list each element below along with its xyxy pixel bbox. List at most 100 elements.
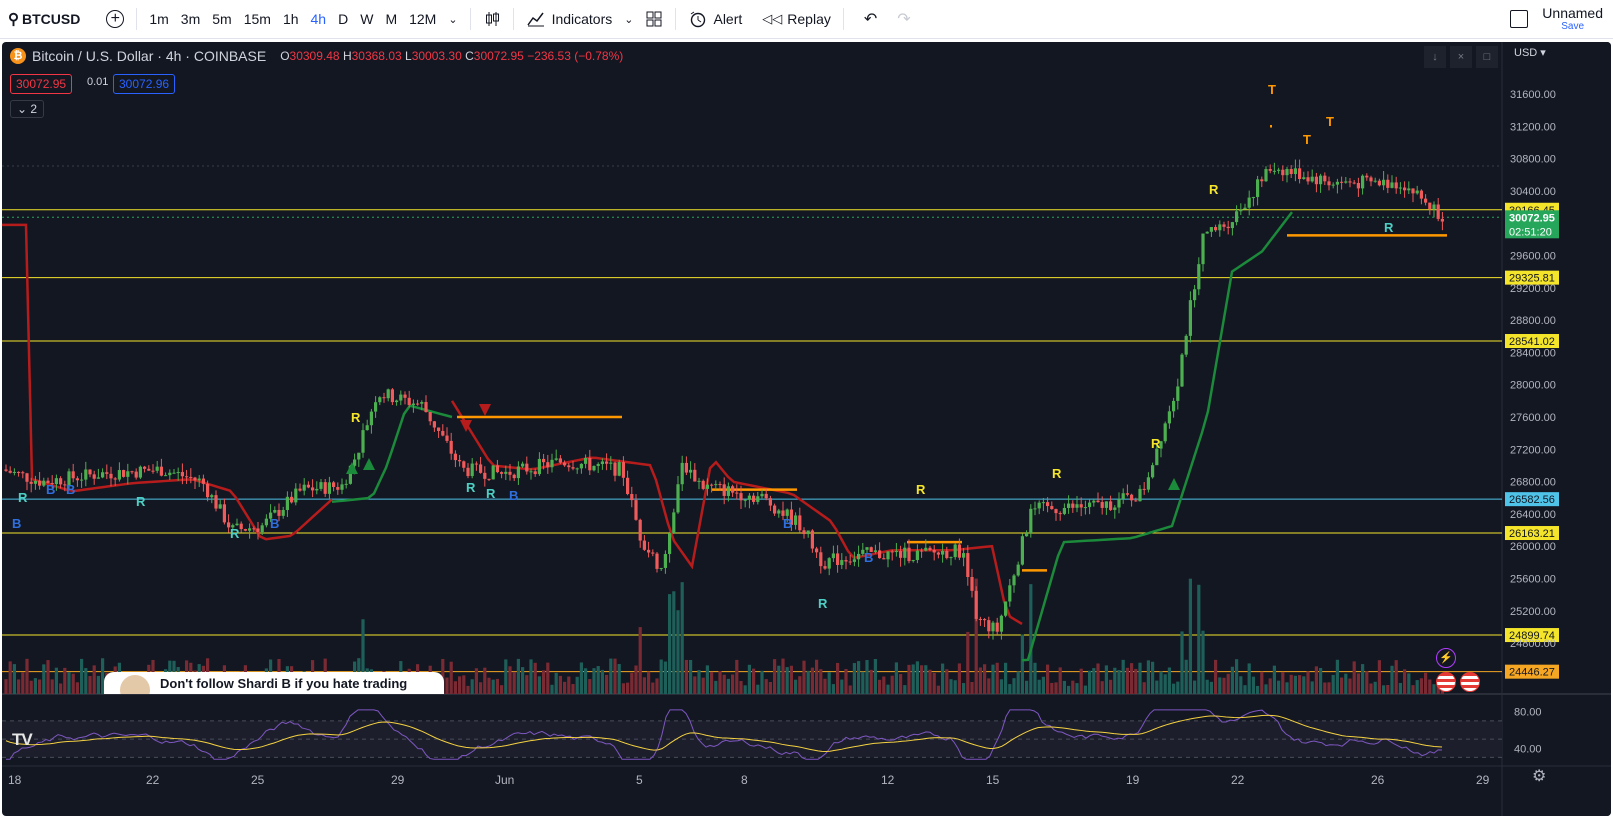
candle-body [361,430,365,453]
tradingview-logo[interactable]: TV [12,730,33,749]
volume-bar [773,659,777,694]
toolbar-separator [675,8,677,30]
interval-3m[interactable]: 3m [180,11,201,27]
candle-body [252,528,256,530]
candle-body [752,495,756,502]
candle-body [344,483,348,485]
candle-body [92,474,96,479]
layout-button[interactable]: Unnamed Save [1504,0,1613,38]
candle-body [12,471,16,473]
legend-collapse-button[interactable]: ⌄ 2 [10,100,45,118]
volume-bar [50,679,54,694]
interval-M[interactable]: M [385,11,398,27]
candle-body [1382,179,1386,186]
candles-icon [485,12,499,26]
interval-1h[interactable]: 1h [282,11,299,27]
candle-body [903,547,907,558]
rewind-icon: ◁◁ [762,11,783,26]
arrow-down-icon[interactable]: ↓ [1424,46,1446,68]
price-axis-bg [1502,42,1611,816]
volume-bar [588,679,592,694]
chart-pane[interactable]: 30166.4529325.8128541.0226582.5626163.21… [2,42,1611,816]
volume-bar [462,675,466,694]
candle-body [966,553,970,578]
signal-marker: R [916,482,926,497]
interval-12M[interactable]: 12M [409,11,437,27]
bitcoin-logo-icon: ₿ [10,48,26,64]
templates-button[interactable] [639,0,669,38]
candle-body [558,458,562,463]
level-price-tag [1505,526,1559,541]
currency-selector[interactable]: USD ▾ [1514,46,1546,59]
volume-bar [714,680,718,694]
us-flag-icon[interactable] [1436,672,1456,692]
interval-5m[interactable]: 5m [212,11,232,27]
interval-15m[interactable]: 15m [243,11,271,27]
time-axis-label: 18 [8,773,22,787]
undo-button[interactable]: ↶ [858,0,883,38]
price-tick-label: 24800.00 [1510,638,1556,650]
candle-body [29,481,33,484]
promo-banner[interactable]: Don't follow Shardi B if you hate tradin… [104,672,444,694]
price-tick-label: 25600.00 [1510,574,1556,586]
collapse-icon[interactable]: × [1450,46,1472,68]
candle-body [693,469,697,482]
signal-marker: R [351,410,361,425]
volume-bar [84,668,88,694]
volume-bar [630,672,634,694]
candle-body [1411,188,1415,194]
candle-body [680,462,684,485]
volume-bar [894,662,898,694]
time-axis-label: 29 [1476,773,1490,787]
volume-bar [8,661,12,694]
candle-body [1335,181,1339,185]
candle-body [311,487,315,491]
candle-body [936,552,940,555]
interval-W[interactable]: W [360,11,374,27]
replay-button[interactable]: ◁◁ Replay [756,0,837,38]
volume-bar [836,662,840,694]
candle-body [714,484,718,486]
redo-button[interactable]: ↷ [891,0,916,38]
candle-body [970,577,974,591]
toolbar-separator [512,8,514,30]
indicators-button[interactable]: Indicators ⌄ [520,0,640,38]
maximize-icon[interactable]: □ [1476,46,1498,68]
volume-bar [1159,671,1163,694]
symbol-search[interactable]: ⚲ BTCUSD [0,0,86,38]
candle-body [353,459,357,466]
settings-gear-icon[interactable]: ⚙ [1532,768,1547,785]
chart-type-button[interactable] [477,0,507,38]
candle-body [584,457,588,464]
price-tick-label: 28400.00 [1510,347,1556,359]
lightning-icon[interactable]: ⚡ [1436,648,1456,668]
volume-bar [521,667,525,694]
volume-bar [1050,682,1054,694]
volume-bar [1268,678,1272,694]
candle-body [117,470,121,480]
candle-body [101,472,105,478]
interval-D[interactable]: D [338,11,349,27]
chart-canvas[interactable]: 30166.4529325.8128541.0226582.5626163.21… [2,42,1611,816]
volume-bar [1251,676,1255,694]
interval-1m[interactable]: 1m [149,11,169,27]
volume-bar [600,669,604,694]
alert-button[interactable]: Alert [682,0,748,38]
volume-bar [525,675,529,694]
symbol-title[interactable]: Bitcoin / U.S. Dollar · 4h · COINBASE [32,48,267,64]
compare-button[interactable]: + [100,0,130,38]
interval-dropdown[interactable]: ⌄ [442,0,463,38]
sell-price-button[interactable]: 30072.95 [10,74,73,94]
rsi-ma-line [5,714,1443,752]
volume-bar [1382,685,1386,694]
volume-bar [1016,671,1020,694]
us-flag-icon[interactable] [1460,672,1480,692]
candle-body [773,505,777,514]
candle-body [365,425,369,431]
interval-4h[interactable]: 4h [310,11,327,27]
buy-price-button[interactable]: 30072.96 [113,74,176,94]
volume-bar [915,661,919,694]
candle-body [416,403,420,405]
currency-label: USD [1514,47,1538,59]
volume-bar [840,679,844,694]
